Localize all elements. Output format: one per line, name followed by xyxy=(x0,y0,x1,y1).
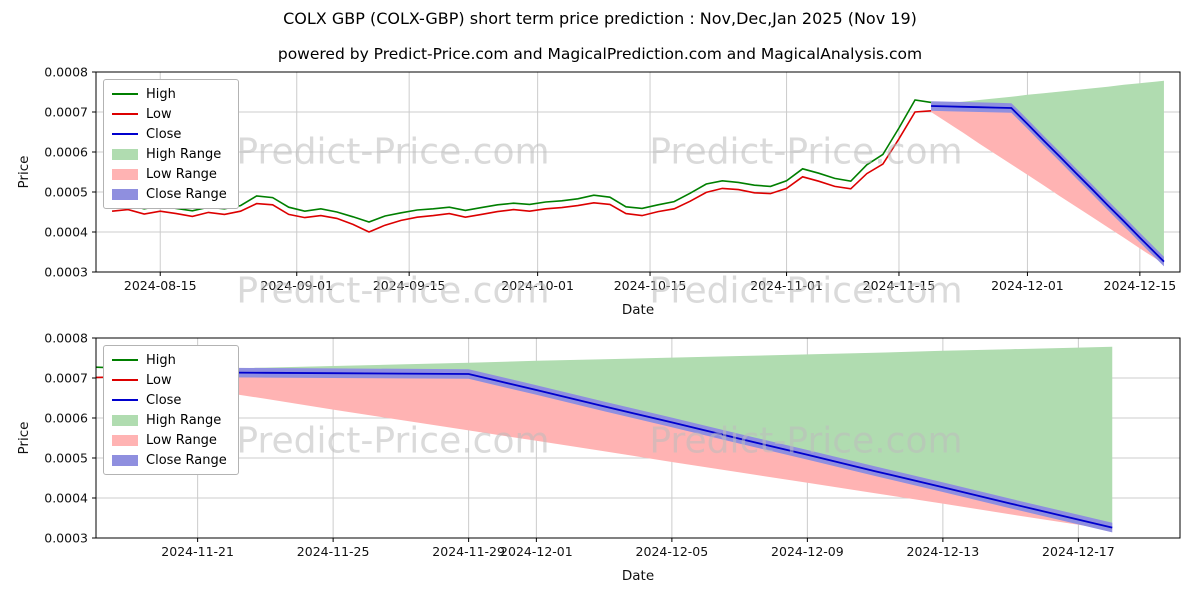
high-swatch xyxy=(112,359,138,361)
xlabel-main: Date xyxy=(622,302,654,318)
high-line xyxy=(111,99,932,223)
axes-frame xyxy=(95,337,1181,539)
legend-zoom: High Low Close High Range Low Range Close Ran… xyxy=(103,345,239,475)
watermark-text: Predict-Price.com xyxy=(236,420,550,462)
svg-text:0.0008: 0.0008 xyxy=(44,65,88,80)
svg-text:0.0006: 0.0006 xyxy=(44,145,88,160)
legend-label: High Range xyxy=(146,412,222,428)
svg-text:2024-11-15: 2024-11-15 xyxy=(863,278,936,293)
close-swatch xyxy=(112,133,138,135)
low-line xyxy=(111,110,932,233)
high-swatch xyxy=(112,93,138,95)
legend-label: Close Range xyxy=(146,452,227,468)
legend-label: High xyxy=(146,352,176,368)
svg-text:2024-11-25: 2024-11-25 xyxy=(297,544,370,559)
legend-item-high-range: High Range xyxy=(112,146,227,162)
legend-item-low: Low xyxy=(112,372,227,388)
svg-text:0.0008: 0.0008 xyxy=(44,331,88,346)
low-range-fill xyxy=(129,372,1113,530)
xlabel-zoom: Date xyxy=(622,568,654,584)
legend-item-close: Close xyxy=(112,392,227,408)
svg-text:0.0003: 0.0003 xyxy=(44,531,88,546)
legend-label: Close xyxy=(146,126,182,142)
close-line xyxy=(129,371,1113,529)
legend-item-close-range: Close Range xyxy=(112,186,227,202)
close-line xyxy=(931,105,1165,263)
watermark-text: Predict-Price.com xyxy=(236,270,550,312)
chart-main: 0.0003 0.0004 0.0005 0.0006 0.0007 0.0008 2024… xyxy=(16,65,1181,318)
svg-text:2024-11-01: 2024-11-01 xyxy=(750,278,823,293)
high-range-swatch xyxy=(112,414,138,426)
close-range-swatch xyxy=(112,188,138,200)
chart-title: COLX GBP (COLX-GBP) short term price pre… xyxy=(283,9,917,28)
series-zoom xyxy=(96,346,1113,533)
svg-text:2024-10-01: 2024-10-01 xyxy=(501,278,574,293)
legend-item-high: High xyxy=(112,352,227,368)
svg-text:0.0003: 0.0003 xyxy=(44,265,88,280)
chart-subtitle: powered by Predict-Price.com and Magical… xyxy=(277,45,923,63)
low-swatch xyxy=(112,379,138,381)
svg-text:2024-09-01: 2024-09-01 xyxy=(260,278,333,293)
low-range-swatch xyxy=(112,434,138,446)
low-range-swatch xyxy=(112,168,138,180)
svg-text:0.0007: 0.0007 xyxy=(44,371,88,386)
legend-item-low-range: Low Range xyxy=(112,166,227,182)
series-main xyxy=(111,80,1165,267)
high-range-fill xyxy=(931,80,1164,262)
svg-text:2024-09-15: 2024-09-15 xyxy=(373,278,446,293)
svg-text:2024-11-29: 2024-11-29 xyxy=(432,544,505,559)
legend-item-low: Low xyxy=(112,106,227,122)
legend-item-high: High xyxy=(112,86,227,102)
ylabel-main: Price xyxy=(16,156,32,189)
svg-text:0.0004: 0.0004 xyxy=(44,491,88,506)
close-swatch xyxy=(112,399,138,401)
legend-label: Close Range xyxy=(146,186,227,202)
svg-text:2024-10-15: 2024-10-15 xyxy=(614,278,687,293)
high-range-swatch xyxy=(112,148,138,160)
legend-label: Low Range xyxy=(146,432,217,448)
watermark-text: Predict-Price.com xyxy=(649,420,963,462)
legend-item-high-range: High Range xyxy=(112,412,227,428)
svg-text:2024-12-15: 2024-12-15 xyxy=(1104,278,1177,293)
ticks-main: 0.0003 0.0004 0.0005 0.0006 0.0007 0.0008 2024… xyxy=(44,65,1176,294)
watermark-text: Predict-Price.com xyxy=(649,131,963,173)
chart-zoom: 0.0003 0.0004 0.0005 0.0006 0.0007 0.0008 2024… xyxy=(16,331,1181,584)
svg-text:0.0007: 0.0007 xyxy=(44,105,88,120)
low-range-fill xyxy=(931,106,1164,264)
svg-text:2024-12-01: 2024-12-01 xyxy=(500,544,573,559)
svg-text:0.0005: 0.0005 xyxy=(44,185,88,200)
svg-text:2024-12-17: 2024-12-17 xyxy=(1042,544,1115,559)
legend-label: High Range xyxy=(146,146,222,162)
legend-label: Low Range xyxy=(146,166,217,182)
legend-label: High xyxy=(146,86,176,102)
svg-text:2024-12-01: 2024-12-01 xyxy=(991,278,1064,293)
svg-text:2024-11-21: 2024-11-21 xyxy=(161,544,234,559)
svg-text:0.0005: 0.0005 xyxy=(44,451,88,466)
ylabel-zoom: Price xyxy=(16,422,32,455)
legend-item-low-range: Low Range xyxy=(112,432,227,448)
ticks-zoom: 0.0003 0.0004 0.0005 0.0006 0.0007 0.0008 2024… xyxy=(44,331,1114,560)
svg-text:2024-12-09: 2024-12-09 xyxy=(771,544,844,559)
watermark-text: Predict-Price.com xyxy=(649,270,963,312)
legend-label: Close xyxy=(146,392,182,408)
legend-item-close-range: Close Range xyxy=(112,452,227,468)
svg-text:2024-12-13: 2024-12-13 xyxy=(907,544,980,559)
axes-frame xyxy=(95,71,1181,273)
watermark-text: Predict-Price.com xyxy=(236,131,550,173)
legend-main: High Low Close High Range Low Range Close Ran… xyxy=(103,79,239,209)
svg-text:0.0004: 0.0004 xyxy=(44,225,88,240)
legend-item-close: Close xyxy=(112,126,227,142)
low-swatch xyxy=(112,113,138,115)
close-range-swatch xyxy=(112,454,138,466)
legend-label: Low xyxy=(146,106,172,122)
high-range-fill xyxy=(129,346,1113,528)
svg-text:2024-12-05: 2024-12-05 xyxy=(636,544,709,559)
legend-label: Low xyxy=(146,372,172,388)
svg-text:2024-08-15: 2024-08-15 xyxy=(124,278,197,293)
svg-text:0.0006: 0.0006 xyxy=(44,411,88,426)
